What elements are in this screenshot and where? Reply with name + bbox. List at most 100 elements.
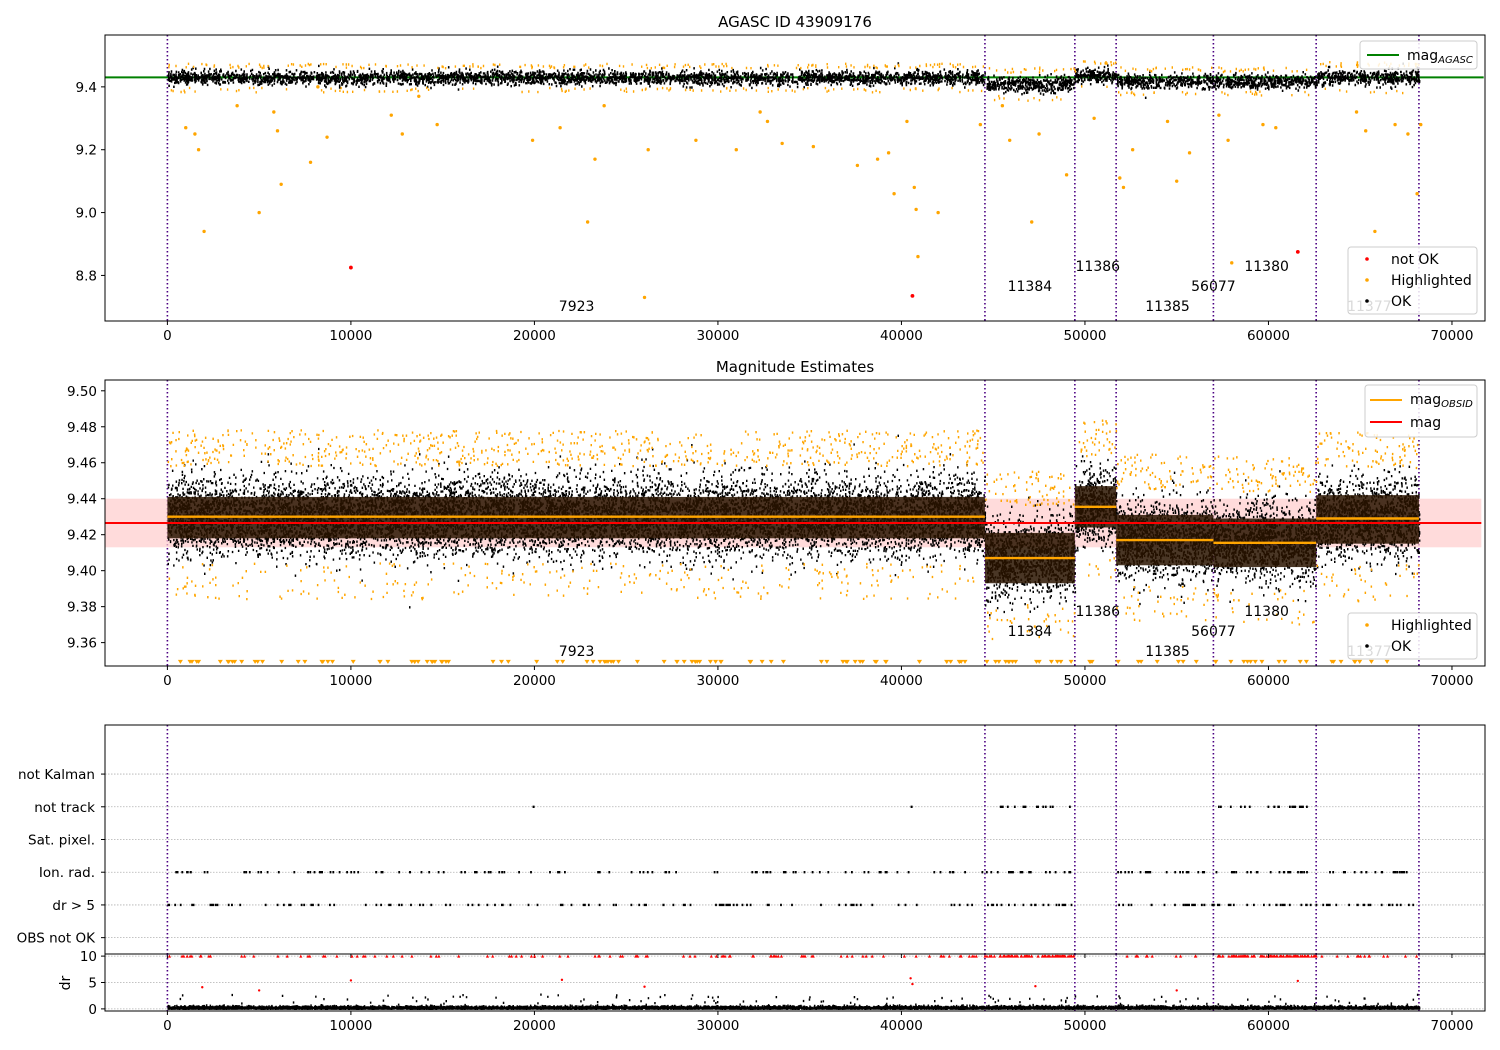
x-tick-label: 70000: [1430, 328, 1473, 344]
highlighted-outlier: [1130, 148, 1135, 152]
obsid-label: 7923: [559, 644, 595, 660]
highlighted-legend-marker: [1365, 278, 1369, 282]
obsid-label: 11380: [1244, 259, 1289, 275]
highlighted-outlier: [257, 210, 261, 215]
obsid-label: 11386: [1076, 259, 1121, 275]
flags-panel: OBS not OK dr > 5 Ion. rad. Sat. pixel. not …: [17, 724, 1486, 958]
flags-panel-axes: OBS not OK dr > 5 Ion. rad. Sat. pixel. not …: [17, 767, 1453, 958]
obsid-label: 7923: [559, 299, 595, 315]
highlighted-outlier: [1064, 173, 1069, 177]
y-tick-label: 0: [88, 1002, 97, 1018]
flag-category-label: not Kalman: [18, 767, 95, 783]
highlighted-outlier: [602, 104, 606, 108]
legend-highlighted-2: Highlighted: [1391, 618, 1472, 634]
obsid-label: 11380: [1244, 604, 1289, 620]
x-tick-label: 10000: [329, 673, 372, 689]
clipped-markers: [177, 659, 1390, 664]
y-tick-label: 9.48: [67, 420, 97, 436]
highlighted-outlier: [196, 148, 201, 152]
dr-outlier: [1296, 979, 1300, 983]
highlighted-outlier: [734, 148, 738, 152]
x-tick-label: 40000: [880, 328, 923, 344]
highlighted-outlier: [694, 138, 698, 142]
x-tick-label: 20000: [513, 1018, 556, 1034]
magnitude-panel-title: Magnitude Estimates: [716, 358, 874, 376]
dr-points: [167, 993, 1421, 1010]
highlighted-outlier: [435, 122, 439, 127]
x-tick-label: 0: [163, 1018, 172, 1034]
highlighted-outlier: [1415, 192, 1419, 196]
y-tick-label: 5: [88, 976, 97, 992]
highlighted-outlier: [235, 104, 239, 108]
dr-outlier: [201, 986, 204, 989]
magnitude-legend-top: magOBSID mag: [1364, 384, 1478, 438]
x-tick-label: 70000: [1430, 673, 1473, 689]
highlighted-outlier: [642, 295, 647, 300]
not-ok-point: [1295, 249, 1300, 254]
highlighted-outlier: [1008, 138, 1012, 142]
obsid-label: 56077: [1191, 279, 1236, 295]
dr-outlier: [1175, 989, 1178, 992]
dr-panel-axes: 0 10000 20000 30000 40000 50000 60000 70000 0 5 10: [80, 949, 1474, 1034]
agasc-panel: AGASC ID 43909176 7923 11384 11386 11385560…: [76, 13, 1486, 344]
highlighted-outlier: [892, 192, 896, 196]
y-tick-label: 9.38: [67, 600, 97, 616]
dr-outlier: [257, 989, 261, 992]
x-tick-label: 70000: [1430, 1018, 1473, 1034]
highlighted-outlier: [389, 113, 393, 117]
dr-outlier: [349, 979, 353, 982]
highlighted-outlier: [758, 110, 762, 114]
highlighted-outlier: [308, 160, 313, 164]
x-tick-label: 10000: [329, 1018, 372, 1034]
not-ok-point: [910, 293, 915, 298]
highlighted-outlier: [316, 85, 320, 89]
y-tick-label: 9.40: [67, 564, 97, 580]
y-tick-label: 9.50: [67, 384, 97, 400]
highlighted-outlier: [202, 229, 206, 234]
x-tick-label: 50000: [1063, 1018, 1106, 1034]
magnitude-panel-data: 7923113841138611385560771138011377: [105, 380, 1482, 666]
x-tick-label: 40000: [880, 673, 923, 689]
magnitude-estimates-panel: Magnitude Estimates 79231138411386113855…: [67, 358, 1486, 689]
highlighted-outlier: [780, 141, 784, 146]
highlighted-outlier: [1121, 185, 1126, 190]
highlighted-outlier: [1092, 116, 1096, 120]
highlighted-outlier: [1406, 132, 1410, 136]
highlighted-outlier: [1118, 176, 1122, 180]
x-tick-label: 50000: [1063, 328, 1106, 344]
legend-not-ok: not OK: [1391, 252, 1439, 268]
highlighted-outlier: [1393, 122, 1397, 127]
y-tick-label: 10: [80, 949, 97, 965]
highlighted-outlier: [811, 144, 816, 149]
y-tick-label: 9.2: [76, 143, 97, 159]
highlighted-outlier: [1354, 110, 1359, 114]
agasc-panel-title: AGASC ID 43909176: [718, 13, 872, 31]
agasc-panel-axes: 0 10000 20000 30000 40000 50000 60000 70000 8.8 9…: [76, 80, 1474, 344]
obsid-label: 56077: [1191, 624, 1236, 640]
highlighted-outlier: [417, 94, 421, 98]
highlighted-outlier: [905, 119, 909, 124]
y-tick-label: 9.46: [67, 456, 97, 472]
highlighted-outlier: [400, 132, 404, 136]
x-tick-label: 30000: [696, 1018, 739, 1034]
y-tick-label: 9.42: [67, 528, 97, 544]
obsid-label: 11384: [1008, 624, 1053, 640]
highlighted-outlier: [765, 119, 770, 124]
flag-category-label: dr > 5: [52, 898, 95, 914]
highlighted-outlier: [1230, 261, 1234, 265]
flag-category-label: OBS not OK: [17, 931, 97, 947]
highlighted-outlier: [275, 129, 280, 133]
highlighted-outlier: [279, 182, 283, 186]
highlighted-outlier: [530, 138, 535, 142]
x-tick-label: 10000: [329, 328, 372, 344]
highlighted-outlier: [325, 135, 329, 139]
highlighted-outlier: [875, 157, 880, 161]
dr-clipped-markers: [167, 954, 1419, 958]
x-tick-label: 60000: [1247, 328, 1290, 344]
dr-outlier: [1034, 984, 1037, 988]
highlighted-outlier: [1175, 179, 1179, 183]
obsid-label: 11385: [1145, 299, 1190, 315]
flags-panel-data: [105, 725, 1485, 954]
flag-category-label: not track: [34, 800, 95, 816]
highlighted-legend-marker-2: [1365, 623, 1369, 627]
